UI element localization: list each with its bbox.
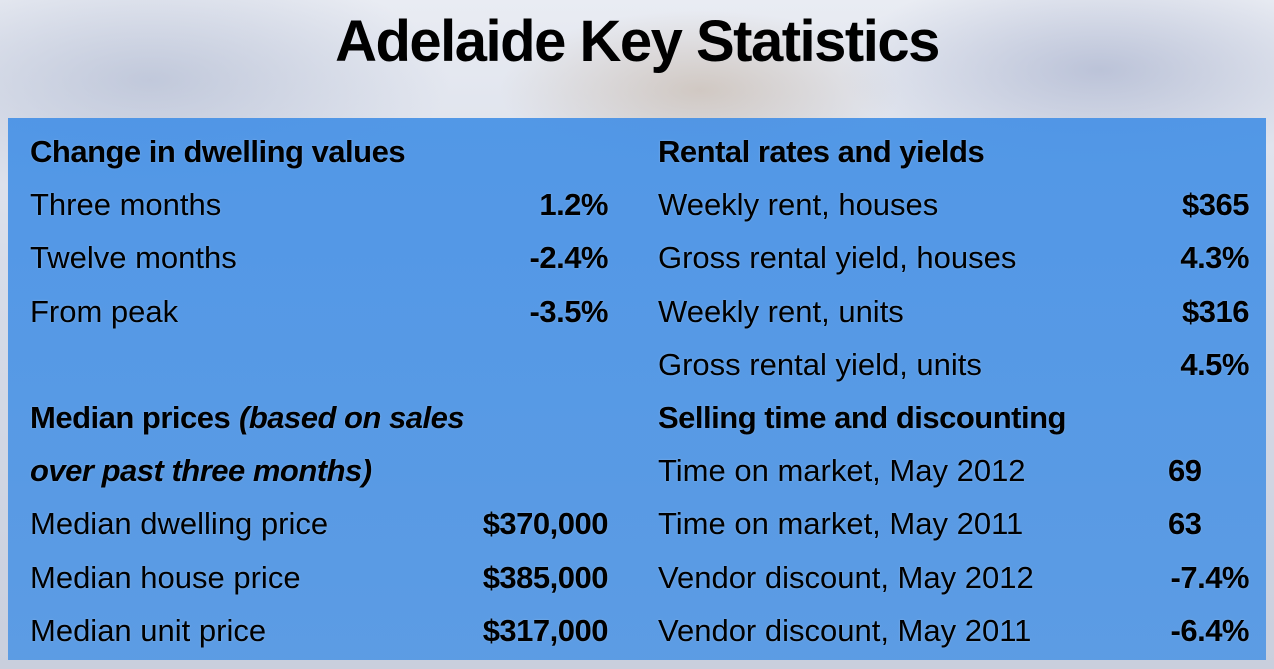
row-label: Weekly rent, houses <box>658 187 939 223</box>
row-label: From peak <box>30 293 179 329</box>
row-label: Vendor discount, May 2011 <box>658 612 1032 648</box>
row-value: -2.4% <box>529 240 609 276</box>
section-heading: Change in dwelling values <box>30 134 406 169</box>
row-value: 63 <box>1168 506 1202 542</box>
section-heading: Selling time and discounting <box>658 400 1066 435</box>
row-label: Twelve months <box>30 240 237 276</box>
row-label: Three months <box>30 187 222 223</box>
row-value: -3.5% <box>529 293 609 329</box>
row-value: 69 <box>1168 453 1202 489</box>
section-note: over past three months) <box>30 453 372 489</box>
title: Adelaide Key Statistics <box>335 9 940 74</box>
row-label: Median unit price <box>30 612 267 648</box>
row-label: Time on market, May 2011 <box>658 506 1024 542</box>
section-heading: Rental rates and yields <box>658 134 985 169</box>
row-label: Vendor discount, May 2012 <box>658 559 1034 595</box>
section-heading: Median prices <box>30 400 231 435</box>
row-value: -7.4% <box>1170 559 1250 595</box>
stats-panel <box>8 118 1266 660</box>
section-note: (based on sales <box>239 400 465 435</box>
row-label: Time on market, May 2012 <box>658 453 1026 489</box>
row-label: Median house price <box>30 559 301 595</box>
row-label: Median dwelling price <box>30 506 329 542</box>
row-value: $316 <box>1182 293 1249 329</box>
row-value: $385,000 <box>482 559 609 595</box>
row-value: $317,000 <box>482 612 609 648</box>
row-value: 4.5% <box>1180 346 1249 382</box>
row-value: $370,000 <box>482 506 609 542</box>
row-value: -6.4% <box>1170 612 1250 648</box>
row-label: Weekly rent, units <box>658 293 904 329</box>
row-label: Gross rental yield, units <box>658 346 982 382</box>
row-label: Gross rental yield, houses <box>658 240 1017 276</box>
row-value: 4.3% <box>1180 240 1249 276</box>
row-value: $365 <box>1182 187 1249 223</box>
row-value: 1.2% <box>539 187 608 223</box>
